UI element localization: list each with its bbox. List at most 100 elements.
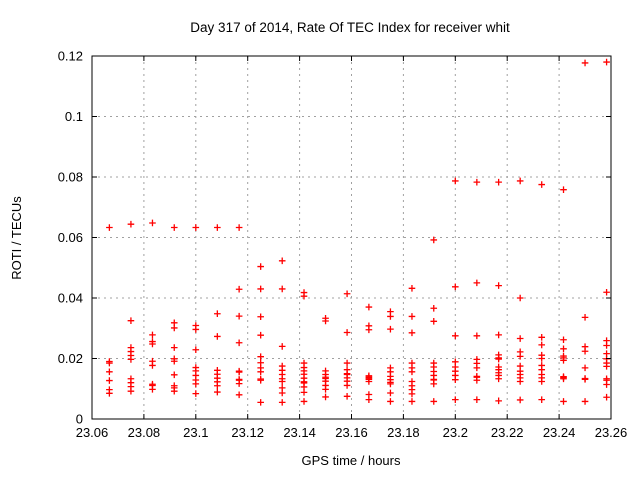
data-point-marker [387,325,394,333]
data-point-marker [106,377,113,384]
data-point-marker [516,177,524,185]
data-point-marker [581,347,589,355]
axes-layer [91,55,612,420]
data-point-marker [560,375,567,383]
data-point-marker [516,353,524,360]
data-point-marker [170,357,178,365]
data-point-marker [495,282,502,289]
x-tick-label: 23.14 [283,425,316,440]
data-point-marker [581,364,589,372]
data-point-marker [495,355,502,363]
data-point-marker [235,339,243,347]
data-point-marker [257,313,264,321]
data-point-marker [603,288,610,296]
tick-label-layer: 23.06 23.08 23.1 23.12 23.14 23.16 23.18 23.2 23… [58,49,628,441]
data-point-marker [300,389,308,396]
x-tick-label: 23.24 [543,425,576,440]
data-point-marker [452,283,459,291]
x-tick-label: 23.1 [183,425,208,440]
data-point-marker [603,363,610,370]
data-point-marker [127,317,135,324]
data-point-marker [343,359,351,367]
data-point-marker [149,340,156,348]
data-point-marker [452,177,459,185]
data-point-marker [257,353,264,360]
data-point-marker [235,224,243,231]
data-point-marker [473,396,481,403]
data-point-marker [278,343,286,350]
data-point-marker [473,376,481,384]
y-tick-label: 0.08 [58,170,83,185]
data-point-marker [516,294,524,302]
data-point-marker [581,59,589,67]
data-point-marker [581,376,589,383]
data-point-marker [170,371,178,379]
data-point-marker [365,326,373,334]
data-point-marker [581,398,589,405]
data-point-marker [214,310,221,318]
data-point-marker [192,326,200,333]
data-point-marker [322,386,329,393]
data-point-marker [365,378,373,385]
data-point-marker [408,390,416,398]
data-point-marker [516,335,524,342]
y-tick-label: 0.02 [58,351,83,366]
data-point-marker [170,324,178,332]
data-point-marker [581,314,589,321]
data-point-marker [192,380,200,388]
data-point-marker [430,380,438,388]
data-point-marker [127,387,135,395]
data-point-marker [452,332,459,340]
data-point-marker [495,331,502,339]
x-tick-label: 23.16 [335,425,368,440]
data-point-marker [387,313,394,320]
data-point-marker [257,285,264,293]
data-point-marker [192,224,200,231]
data-point-marker [170,344,178,351]
data-point-marker [257,376,264,384]
data-point-marker [214,388,221,396]
data-point-marker [322,393,329,401]
data-point-marker [473,364,481,372]
grid-layer [92,56,611,419]
data-point-marker [149,219,156,227]
data-point-marker [257,331,264,339]
data-point-marker [408,398,416,405]
data-point-marker [560,345,567,353]
data-point-marker [257,368,264,376]
data-point-marker [170,224,178,231]
x-tick-label: 23.06 [76,425,109,440]
data-point-marker [408,285,416,292]
data-point-marker [538,341,546,349]
data-point-marker [278,399,286,406]
data-point-marker [235,391,243,399]
data-point-marker [538,181,546,188]
data-point-marker [365,303,373,311]
data-point-marker [343,393,351,400]
data-point-marker [473,279,481,287]
data-point-marker [106,389,113,397]
data-point-marker [106,368,113,376]
data-point-marker [343,290,351,298]
data-point-marker [495,397,502,405]
data-point-marker [365,396,373,403]
data-point-marker [387,380,394,388]
data-point-marker [343,329,351,336]
data-point-marker [278,389,286,397]
data-point-marker [473,178,481,186]
data-point-marker [387,389,394,397]
data-point-marker [149,362,156,369]
data-point-marker [214,382,221,390]
data-point-marker [322,317,329,325]
data-point-marker [560,336,567,344]
data-point-marker [430,398,438,405]
data-point-marker [192,346,200,354]
data-point-marker [495,375,502,383]
data-point-marker [192,390,200,397]
y-tick-label: 0.12 [58,49,83,64]
data-point-marker [538,334,546,341]
data-point-marker [560,186,567,194]
data-point-marker [430,304,438,312]
